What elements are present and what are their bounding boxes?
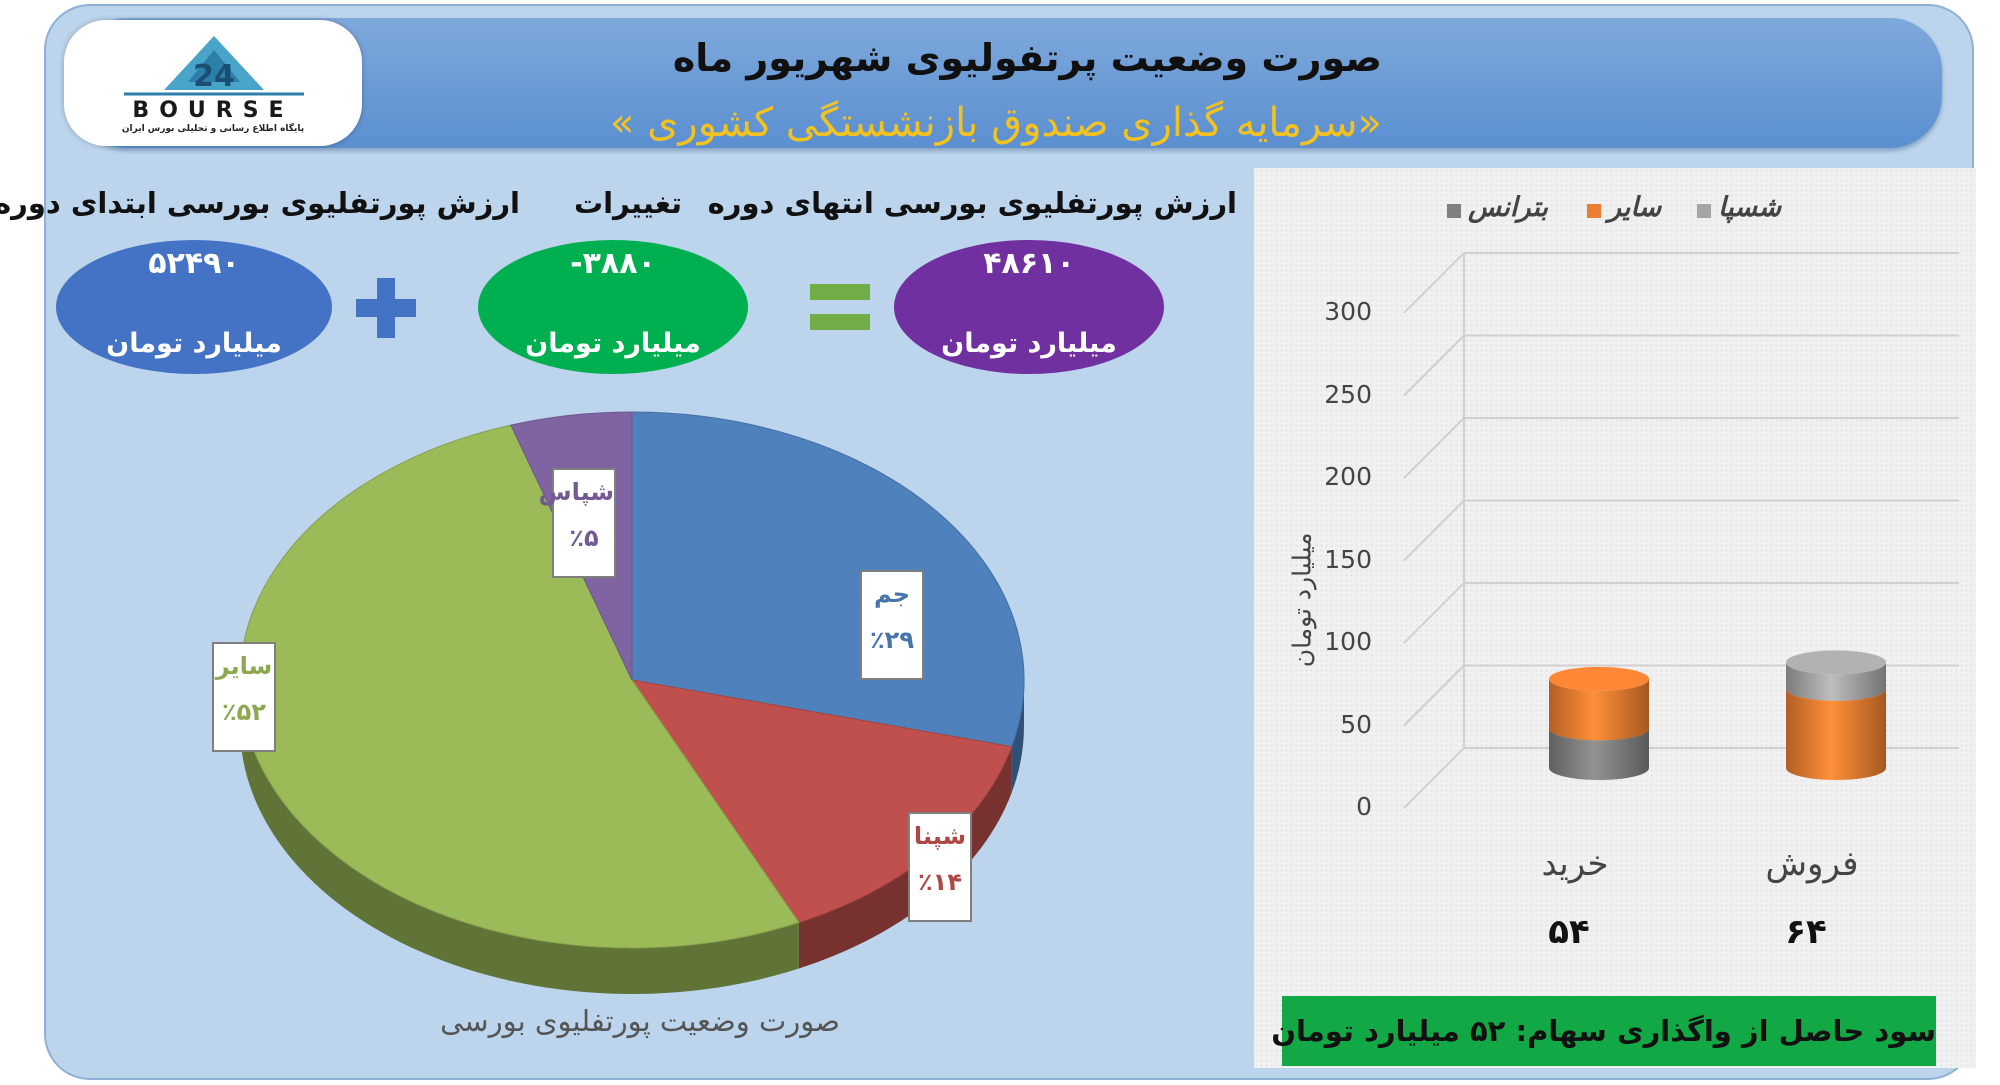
change-unit: میلیارد تومان <box>525 328 701 359</box>
pie-label-شپاس: شپاس ٪۵ <box>538 468 616 578</box>
bar-segment-شسپا <box>1786 662 1886 701</box>
logo-text: BOURSE <box>132 98 294 123</box>
gridline-depth <box>1403 747 1465 809</box>
y-tick-label: 100 <box>1324 627 1372 656</box>
pie-label-name: جم <box>873 580 911 608</box>
legend-swatch-سایر <box>1587 204 1601 218</box>
bar-y-axis-label: میلیارد تومان <box>1287 532 1317 668</box>
profit-banner: سود حاصل از واگذاری سهام: ۵۲ میلیارد توم… <box>1271 996 1936 1066</box>
y-tick-label: 250 <box>1324 379 1372 409</box>
x-category-total: ۶۴ <box>1785 912 1827 952</box>
y-tick-label: 0 <box>1356 792 1372 821</box>
bar-segment-سایر <box>1549 678 1649 741</box>
trades-bar-chart-panel: بترانس سایر شسپا 0 50 100 150 200 250 300 میلیار… <box>1254 168 1976 1068</box>
start-value-unit: میلیارد تومان <box>106 328 282 359</box>
change-ellipse: -۳۸۸۰ میلیارد تومان <box>478 240 748 374</box>
portfolio-pie-chart <box>239 411 1025 994</box>
logo-mark-icon: 24 <box>124 36 304 96</box>
pie-label-name: سایر <box>215 652 273 680</box>
pie-slice-سایر <box>239 424 800 949</box>
x-category-label: فروش <box>1765 844 1859 884</box>
gridline-depth <box>1403 664 1465 727</box>
header-banner: صورت وضعیت پرتفولیوی شهریور ماه «سرمایه … <box>74 18 1942 148</box>
pie-slice-side-سایر <box>240 680 799 994</box>
logo-subtext: پایگاه اطلاع رسانی و تحلیلی بورس ایران <box>121 124 305 134</box>
logo-number: 24 <box>193 59 235 94</box>
pie-slice-جم <box>631 411 1025 748</box>
plus-icon <box>356 278 416 338</box>
pie-label-name: شپنا <box>913 822 967 850</box>
change-label: تغییرات <box>573 186 682 220</box>
start-value-label: ارزش پورتفلیوی بورسی ابتدای دوره <box>0 186 520 220</box>
pie-label-جم: جم ٪۲۹ <box>860 570 924 680</box>
end-value-label: ارزش پورتفلیوی بورسی انتهای دوره <box>707 186 1237 220</box>
legend-swatch-بترانس <box>1447 204 1461 218</box>
pie-label-سایر: سایر ٪۵۲ <box>212 642 276 752</box>
x-category-label: خرید <box>1541 844 1609 884</box>
pie-label-percent: ٪۵۲ <box>222 698 266 726</box>
y-tick-label: 50 <box>1340 709 1372 739</box>
end-value-unit: میلیارد تومان <box>941 328 1117 359</box>
panel-pattern <box>1254 168 1976 1068</box>
legend-label-سایر: سایر <box>1608 192 1662 223</box>
legend-swatch-شسپا <box>1697 204 1711 218</box>
start-value-ellipse: ۵۲۴۹۰ میلیارد تومان <box>56 240 332 374</box>
x-category-total: ۵۴ <box>1548 912 1590 952</box>
bar-segment-top-سایر <box>1549 666 1649 691</box>
bar-segment-بترانس <box>1549 728 1649 780</box>
bar-segment-سایر <box>1786 688 1886 780</box>
y-tick-label: 150 <box>1324 544 1372 574</box>
end-value: ۴۸۶۱۰ <box>983 246 1075 281</box>
gridline-depth <box>1403 582 1465 644</box>
pie-label-percent: ٪۲۹ <box>870 626 914 654</box>
bar-segment-top-شسپا <box>1786 650 1886 675</box>
pie-label-percent: ٪۵ <box>569 524 599 552</box>
page-subtitle: «سرمایه گذاری صندوق بازنشستگی کشوری » <box>609 100 1382 146</box>
gridline-depth <box>1403 499 1465 562</box>
end-value-ellipse: ۴۸۶۱۰ میلیارد تومان <box>894 240 1164 374</box>
gridline-depth <box>1403 334 1465 397</box>
pie-slice-side-شپنا <box>798 746 1012 969</box>
change-value: -۳۸۸۰ <box>570 246 656 281</box>
start-value: ۵۲۴۹۰ <box>148 246 240 281</box>
equals-icon <box>810 284 870 330</box>
legend-label-بترانس: بترانس <box>1468 192 1548 223</box>
pie-slice-side-جم <box>1011 680 1024 793</box>
legend-label-شسپا: شسپا <box>1718 192 1782 223</box>
trades-bar-chart <box>1403 252 1959 809</box>
pie-chart-title: صورت وضعیت پورتفلیوی بورسی <box>440 1004 840 1038</box>
pie-label-percent: ٪۱۴ <box>918 868 962 896</box>
gridline-depth <box>1403 417 1465 479</box>
page-title: صورت وضعیت پرتفولیوی شهریور ماه <box>672 36 1382 80</box>
gridline-depth <box>1403 252 1465 314</box>
pie-label-name: شپاس <box>538 478 614 506</box>
y-tick-label: 200 <box>1324 462 1372 491</box>
logo: 24 BOURSE پایگاه اطلاع رسانی و تحلیلی بو… <box>64 20 362 146</box>
y-tick-label: 300 <box>1324 297 1372 326</box>
pie-label-شپنا: شپنا ٪۱۴ <box>908 812 972 922</box>
